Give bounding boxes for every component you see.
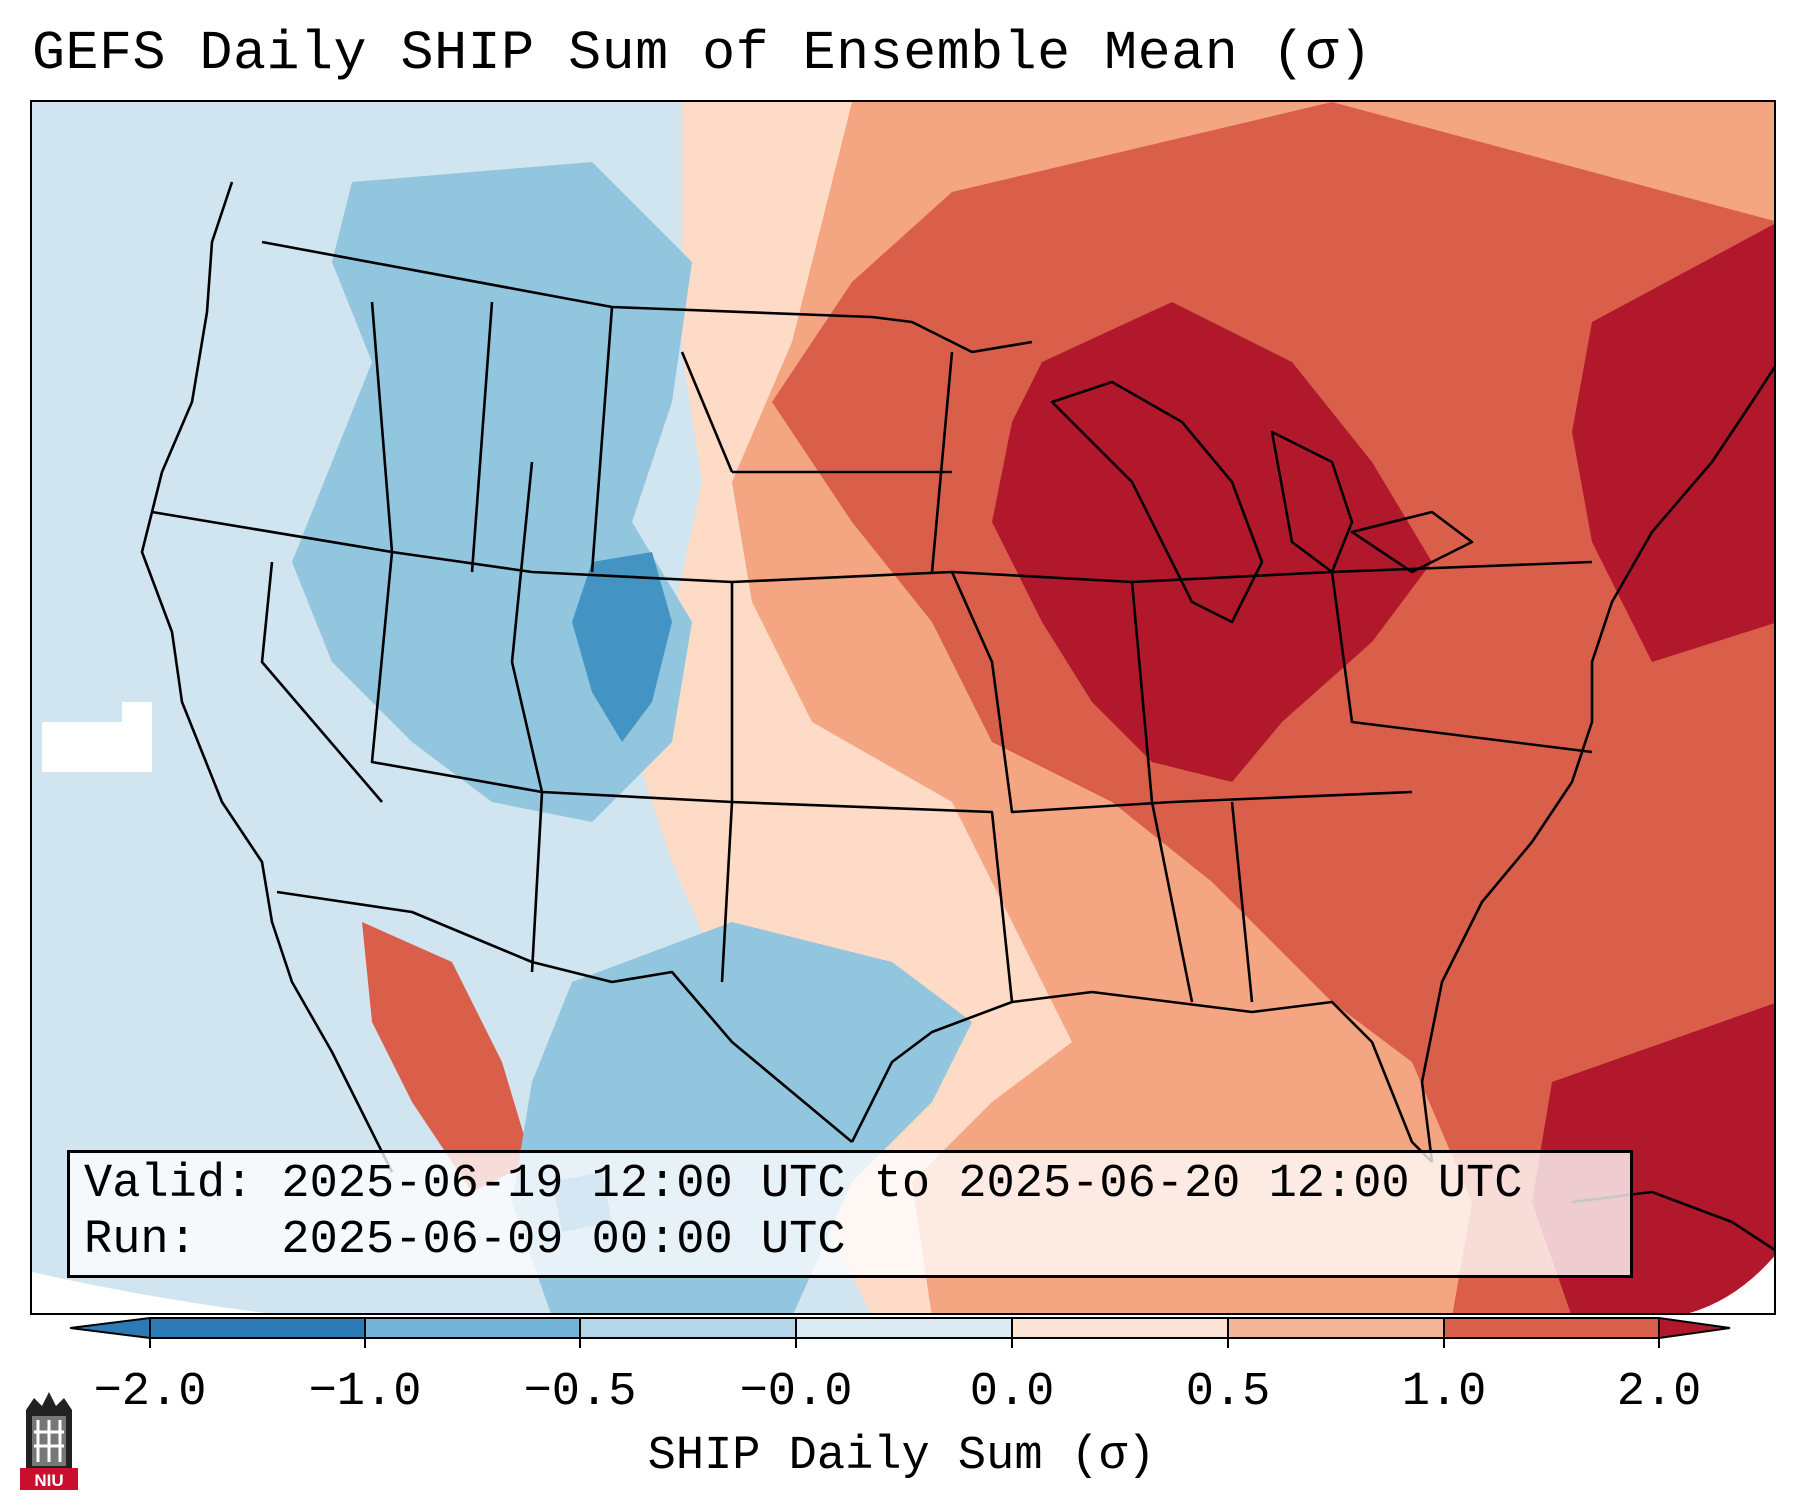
pacific-coastline [140,181,394,1173]
colorbar-label: SHIP Daily Sum (σ) [647,1430,1156,1483]
run-time-text: Run: 2025-06-09 00:00 UTC [84,1214,846,1267]
colorbar-bin [1012,1318,1228,1338]
field-pos-very-high-region [992,302,1432,782]
logo-text: NIU [34,1471,63,1490]
colorbar-bin [796,1318,1012,1338]
projection-corner [32,1272,266,1313]
colorbar [70,1317,1731,1348]
colorbar-bin [365,1318,580,1338]
colorbar-bin [1228,1318,1444,1338]
field-pos-very-high-northeast [1572,224,1774,662]
colorbar-extend-right [1659,1318,1730,1338]
field-neg-high-colorado [572,552,672,742]
colorbar-bin [580,1318,796,1338]
valid-run-info-box: Valid: 2025-06-19 12:00 UTC to 2025-06-2… [67,1150,1633,1278]
us-canada-border [261,240,1033,354]
colorbar-tick-label: 0.0 [969,1366,1055,1419]
boundaries [140,181,1774,1251]
colorbar-tick-label: −0.0 [739,1366,853,1419]
state-lines [151,301,1593,1003]
colorbar-tick-label: −2.0 [93,1366,207,1419]
colorbar-extend-left [70,1318,150,1338]
colorbar-bin [150,1318,365,1338]
page-title: GEFS Daily SHIP Sum of Ensemble Mean (σ) [32,22,1373,85]
gulf-coastline [850,990,1433,1163]
great-lakes-outline [1050,380,1474,624]
colorbar-ticks [149,1318,1660,1348]
valid-time-text: Valid: 2025-06-19 12:00 UTC to 2025-06-2… [84,1158,1523,1211]
colorbar-tick-label: −0.5 [523,1366,637,1419]
colorbar-tick-label: 0.5 [1185,1366,1271,1419]
niu-logo: NIU [20,1392,78,1490]
atlantic-coastline [1420,365,1774,1163]
ship-anomaly-map [32,102,1774,1313]
us-mexico-border [276,890,853,1143]
missing-data-patch [42,702,152,772]
colorbar-tick-label: −1.0 [308,1366,422,1419]
field-pos-high-mexico [362,922,532,1192]
map-panel [30,100,1776,1315]
colorbar-bin [1444,1318,1659,1338]
projection-corner [1689,1256,1774,1313]
colorbar-tick-label: 1.0 [1401,1366,1487,1419]
colorbar-tick-label: 2.0 [1616,1366,1702,1419]
